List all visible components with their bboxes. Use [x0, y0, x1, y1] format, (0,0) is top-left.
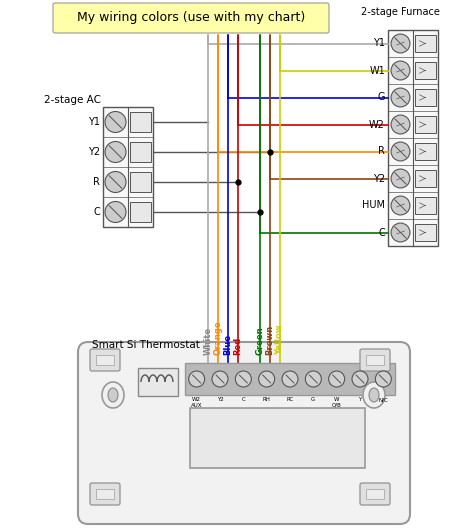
Text: C: C	[241, 397, 245, 402]
Text: RC: RC	[286, 397, 293, 402]
Text: Smart Si Thermostat: Smart Si Thermostat	[92, 340, 200, 350]
Circle shape	[391, 61, 410, 80]
Bar	[130, 172, 151, 192]
Text: Blue: Blue	[224, 334, 233, 355]
Circle shape	[328, 371, 345, 387]
Circle shape	[259, 371, 274, 387]
Bar	[138, 368, 178, 396]
Circle shape	[352, 371, 368, 387]
FancyBboxPatch shape	[78, 342, 410, 524]
Text: N/C: N/C	[378, 397, 388, 402]
Text: Y: Y	[358, 397, 362, 402]
Text: R: R	[378, 146, 385, 156]
Bar	[415, 89, 436, 106]
FancyBboxPatch shape	[90, 349, 120, 371]
Circle shape	[105, 172, 126, 193]
Circle shape	[105, 111, 126, 133]
Bar	[190, 408, 365, 468]
Bar	[415, 62, 436, 79]
Circle shape	[391, 142, 410, 161]
Text: White: White	[203, 327, 212, 355]
Text: 2-stage Furnace: 2-stage Furnace	[361, 7, 440, 17]
Bar	[415, 224, 436, 241]
FancyBboxPatch shape	[90, 483, 120, 505]
Bar	[366, 355, 384, 365]
Bar	[415, 197, 436, 214]
Text: C: C	[378, 228, 385, 238]
Bar	[96, 489, 114, 499]
Text: G: G	[311, 397, 316, 402]
FancyBboxPatch shape	[360, 483, 390, 505]
Text: 2-stage AC: 2-stage AC	[45, 95, 101, 105]
Bar	[415, 169, 436, 187]
Text: RH: RH	[263, 397, 271, 402]
Circle shape	[391, 88, 410, 107]
Bar	[185, 363, 395, 395]
Text: Brown: Brown	[265, 325, 274, 355]
Text: Green: Green	[255, 326, 264, 355]
Bar	[415, 143, 436, 161]
Text: HUM: HUM	[362, 201, 385, 211]
Circle shape	[391, 169, 410, 188]
Text: G: G	[377, 92, 385, 102]
Circle shape	[391, 223, 410, 242]
Text: R: R	[93, 177, 100, 187]
Bar	[366, 489, 384, 499]
Circle shape	[235, 371, 251, 387]
Circle shape	[305, 371, 321, 387]
Bar	[415, 35, 436, 52]
Circle shape	[375, 371, 392, 387]
Text: Red: Red	[234, 337, 243, 355]
Circle shape	[105, 142, 126, 163]
Text: Orange: Orange	[213, 320, 222, 355]
Text: C: C	[93, 207, 100, 217]
Circle shape	[282, 371, 298, 387]
Text: Y2: Y2	[88, 147, 100, 157]
Bar	[130, 112, 151, 132]
Text: Y2: Y2	[373, 174, 385, 184]
Text: Yellow: Yellow	[275, 325, 284, 355]
Ellipse shape	[369, 388, 379, 402]
Text: W2: W2	[369, 119, 385, 129]
Bar	[96, 355, 114, 365]
Bar	[388, 30, 438, 246]
Circle shape	[391, 115, 410, 134]
FancyBboxPatch shape	[360, 349, 390, 371]
FancyBboxPatch shape	[53, 3, 329, 33]
Bar	[130, 142, 151, 162]
Text: W2
AUX: W2 AUX	[191, 397, 202, 408]
Text: Y1: Y1	[373, 39, 385, 49]
Circle shape	[391, 196, 410, 215]
Text: W
O/B: W O/B	[332, 397, 342, 408]
Circle shape	[212, 371, 228, 387]
Bar	[415, 116, 436, 133]
Circle shape	[105, 202, 126, 222]
Ellipse shape	[108, 388, 118, 402]
Ellipse shape	[102, 382, 124, 408]
Text: W1: W1	[369, 65, 385, 76]
Text: Y2: Y2	[217, 397, 223, 402]
Bar	[103, 107, 153, 227]
Bar	[130, 202, 151, 222]
Circle shape	[189, 371, 205, 387]
Text: My wiring colors (use with my chart): My wiring colors (use with my chart)	[77, 12, 305, 24]
Text: Y1: Y1	[88, 117, 100, 127]
Circle shape	[391, 34, 410, 53]
Ellipse shape	[363, 382, 385, 408]
